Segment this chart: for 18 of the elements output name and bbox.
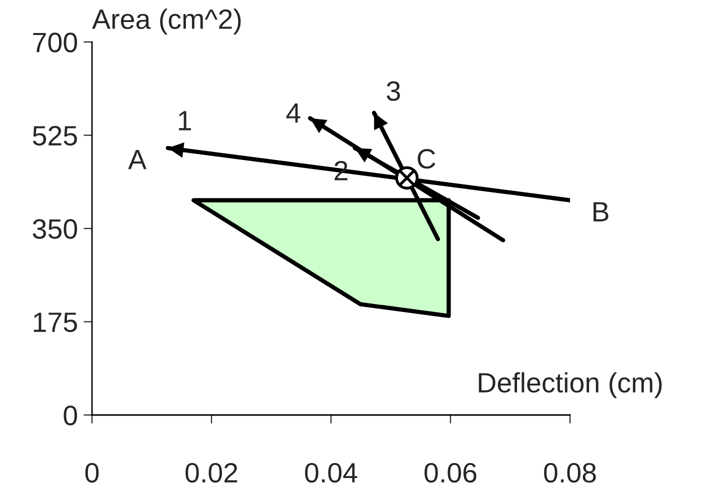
y-tick-label: 175 xyxy=(34,312,77,332)
annotation: A xyxy=(128,150,147,170)
y-tick-label: 350 xyxy=(32,219,78,239)
y-tick-label: 525 xyxy=(32,126,77,146)
y-tick-label: 0 xyxy=(64,406,78,426)
y-axis-title: Area (cm^2) xyxy=(92,8,241,35)
annotation: 4 xyxy=(286,103,300,123)
x-tick-label: 0.04 xyxy=(305,462,358,483)
x-axis-title: Deflection (cm) xyxy=(478,372,662,398)
x-tick-label: 0.08 xyxy=(544,462,596,483)
annotation: C xyxy=(418,149,436,169)
y-tick-label: 700 xyxy=(33,32,78,52)
annotation: B xyxy=(594,202,608,222)
x-tick-label: 0.02 xyxy=(186,462,238,483)
x-tick-label: 0 xyxy=(85,462,99,483)
annotation: 3 xyxy=(386,81,400,101)
annotation: 1 xyxy=(178,111,191,130)
x-tick-label: 0.06 xyxy=(424,462,476,483)
